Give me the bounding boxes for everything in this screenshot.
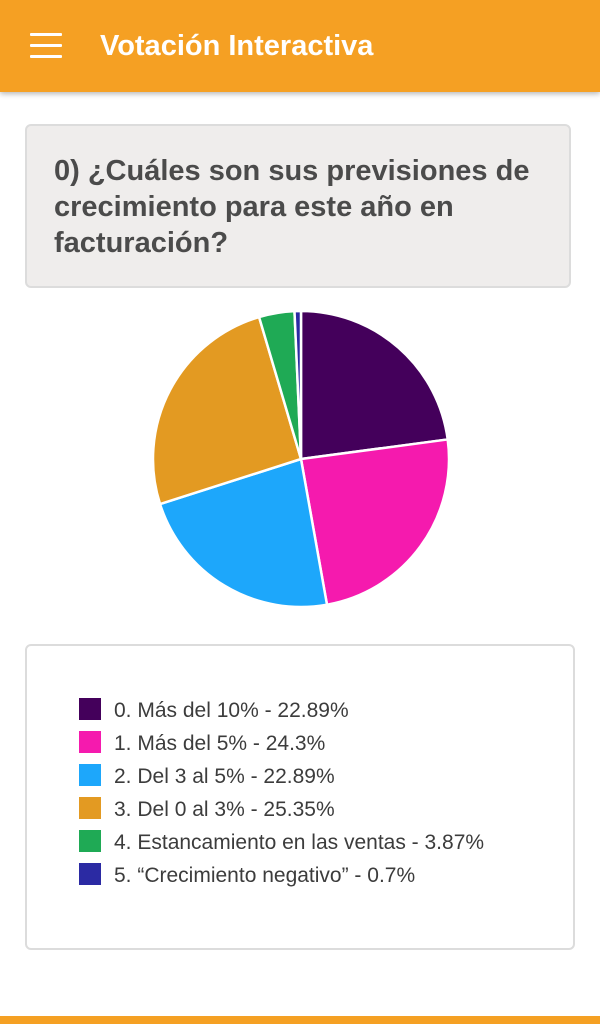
legend-label-2: 2. Del 3 al 5% - 22.89% bbox=[114, 765, 335, 788]
legend-card: 0. Más del 10% - 22.89% 1. Más del 5% - 2… bbox=[25, 644, 575, 950]
pie-slice-3[interactable] bbox=[151, 315, 303, 506]
bottom-accent-bar bbox=[0, 1016, 600, 1024]
legend-swatch-1 bbox=[79, 731, 101, 753]
app-header: Votación Interactiva bbox=[0, 0, 600, 92]
legend-swatch-5 bbox=[79, 863, 101, 885]
app-title: Votación Interactiva bbox=[100, 30, 374, 62]
question-text: 0) ¿Cuáles son sus previsiones de crecim… bbox=[54, 155, 530, 259]
pie-chart-svg bbox=[151, 309, 451, 609]
legend-label-5: 5. “Crecimiento negativo” - 0.7% bbox=[114, 864, 416, 887]
legend-swatch-0 bbox=[79, 698, 101, 720]
pie-slice-0[interactable] bbox=[299, 309, 449, 461]
legend-swatch-3 bbox=[79, 797, 101, 819]
question-card: 0) ¿Cuáles son sus previsiones de crecim… bbox=[25, 124, 571, 288]
hamburger-menu-icon[interactable] bbox=[30, 33, 62, 59]
legend-swatch-2 bbox=[79, 764, 101, 786]
legend-swatch-4 bbox=[79, 830, 101, 852]
legend-label-4: 4. Estancamiento en las ventas - 3.87% bbox=[114, 831, 485, 854]
legend-label-1: 1. Más del 5% - 24.3% bbox=[114, 732, 326, 755]
pie-slice-1[interactable] bbox=[299, 438, 451, 606]
pie-chart bbox=[150, 308, 452, 610]
pie-slice-2[interactable] bbox=[158, 457, 329, 609]
legend-label-3: 3. Del 0 al 3% - 25.35% bbox=[114, 798, 335, 821]
legend-label-0: 0. Más del 10% - 22.89% bbox=[114, 699, 349, 722]
pie-slice-5[interactable] bbox=[293, 309, 303, 461]
